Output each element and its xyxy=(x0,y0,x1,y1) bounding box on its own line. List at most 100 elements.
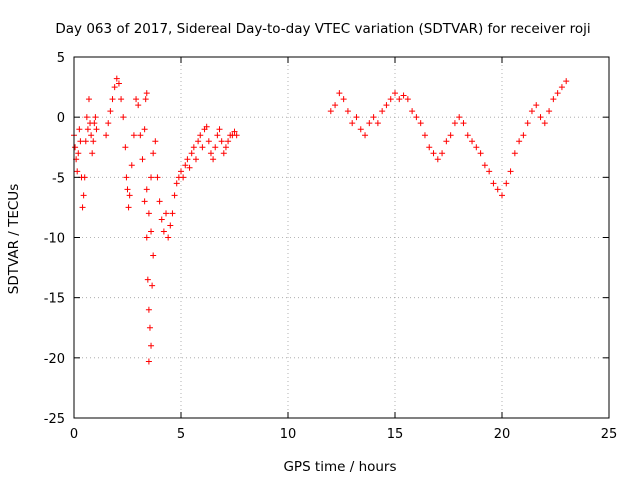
data-point xyxy=(103,132,110,139)
data-point xyxy=(486,168,493,175)
data-point xyxy=(195,138,202,145)
data-point xyxy=(413,114,420,121)
data-point xyxy=(154,174,161,181)
data-point xyxy=(145,210,152,217)
x-axis-label: GPS time / hours xyxy=(283,459,396,475)
data-point xyxy=(145,358,152,365)
chart-title: Day 063 of 2017, Sidereal Day-to-day VTE… xyxy=(55,21,590,37)
data-point xyxy=(511,150,518,157)
data-point xyxy=(404,96,411,103)
x-tick-label: 5 xyxy=(177,427,185,442)
data-point xyxy=(357,126,364,133)
data-point xyxy=(563,78,570,85)
data-point xyxy=(225,138,232,145)
data-point xyxy=(158,216,165,223)
data-point xyxy=(409,108,416,115)
data-point xyxy=(210,156,217,163)
data-point xyxy=(426,144,433,151)
data-point xyxy=(353,114,360,121)
data-point xyxy=(80,192,87,199)
data-point xyxy=(180,174,187,181)
data-point xyxy=(160,228,167,235)
data-point xyxy=(148,174,155,181)
y-tick-label: -20 xyxy=(44,352,65,367)
data-point xyxy=(178,168,184,175)
data-point xyxy=(115,80,122,87)
data-point xyxy=(141,198,148,205)
data-point xyxy=(167,222,174,229)
data-point xyxy=(417,120,424,127)
data-point xyxy=(92,114,99,121)
data-point xyxy=(205,138,212,145)
data-point xyxy=(143,234,150,241)
data-point xyxy=(190,144,197,151)
y-axis-label: SDTVAR / TECUs xyxy=(6,184,22,294)
y-tick-label: 5 xyxy=(57,51,65,66)
data-point xyxy=(152,138,159,145)
data-point xyxy=(460,120,467,127)
data-point xyxy=(143,90,150,97)
data-point xyxy=(137,132,144,139)
data-point xyxy=(146,324,153,331)
data-point xyxy=(91,120,98,127)
data-point xyxy=(430,150,437,157)
data-point xyxy=(212,144,219,151)
data-point xyxy=(524,120,531,127)
data-point xyxy=(122,144,129,151)
data-point xyxy=(184,156,191,163)
data-point xyxy=(499,192,505,199)
data-point xyxy=(130,132,137,139)
data-point xyxy=(156,198,163,205)
data-point xyxy=(120,114,127,121)
data-point xyxy=(451,120,458,127)
data-point xyxy=(379,108,386,115)
data-point xyxy=(233,132,240,139)
data-point xyxy=(447,132,454,139)
data-point xyxy=(481,162,488,169)
data-point xyxy=(366,120,373,127)
data-point xyxy=(541,120,548,127)
data-point xyxy=(113,75,120,82)
grid-lines xyxy=(74,57,609,418)
data-point xyxy=(76,126,83,133)
data-point xyxy=(88,132,95,139)
data-point xyxy=(111,84,118,91)
data-point xyxy=(218,138,225,145)
data-point xyxy=(93,126,100,133)
data-point xyxy=(443,138,450,145)
data-point xyxy=(77,138,84,145)
data-point xyxy=(550,96,557,103)
data-point xyxy=(344,108,351,115)
data-point xyxy=(148,342,155,349)
data-point xyxy=(107,108,114,115)
data-point xyxy=(336,90,343,97)
data-point xyxy=(169,210,176,217)
data-point xyxy=(456,114,463,121)
data-point xyxy=(349,120,356,127)
data-point xyxy=(421,132,428,139)
data-point xyxy=(149,282,156,289)
x-tick-label: 0 xyxy=(70,427,78,442)
data-point xyxy=(362,132,369,139)
data-point xyxy=(439,150,446,157)
data-point xyxy=(165,234,172,241)
data-point xyxy=(537,114,544,121)
data-point xyxy=(128,162,135,169)
y-tick-label: 0 xyxy=(57,111,65,126)
x-tick-label: 25 xyxy=(601,427,618,442)
data-point xyxy=(231,128,238,135)
data-points xyxy=(71,75,570,365)
data-point xyxy=(74,168,81,175)
data-point xyxy=(192,156,199,163)
data-point xyxy=(150,150,157,157)
data-point xyxy=(374,120,381,127)
y-tick-label: -15 xyxy=(44,292,65,307)
data-point xyxy=(141,126,148,133)
data-point xyxy=(220,150,227,157)
data-point xyxy=(142,96,149,103)
data-point xyxy=(503,180,510,187)
data-point xyxy=(434,156,441,163)
x-tick-label: 15 xyxy=(387,427,404,442)
data-point xyxy=(133,96,140,103)
data-point xyxy=(75,150,82,157)
